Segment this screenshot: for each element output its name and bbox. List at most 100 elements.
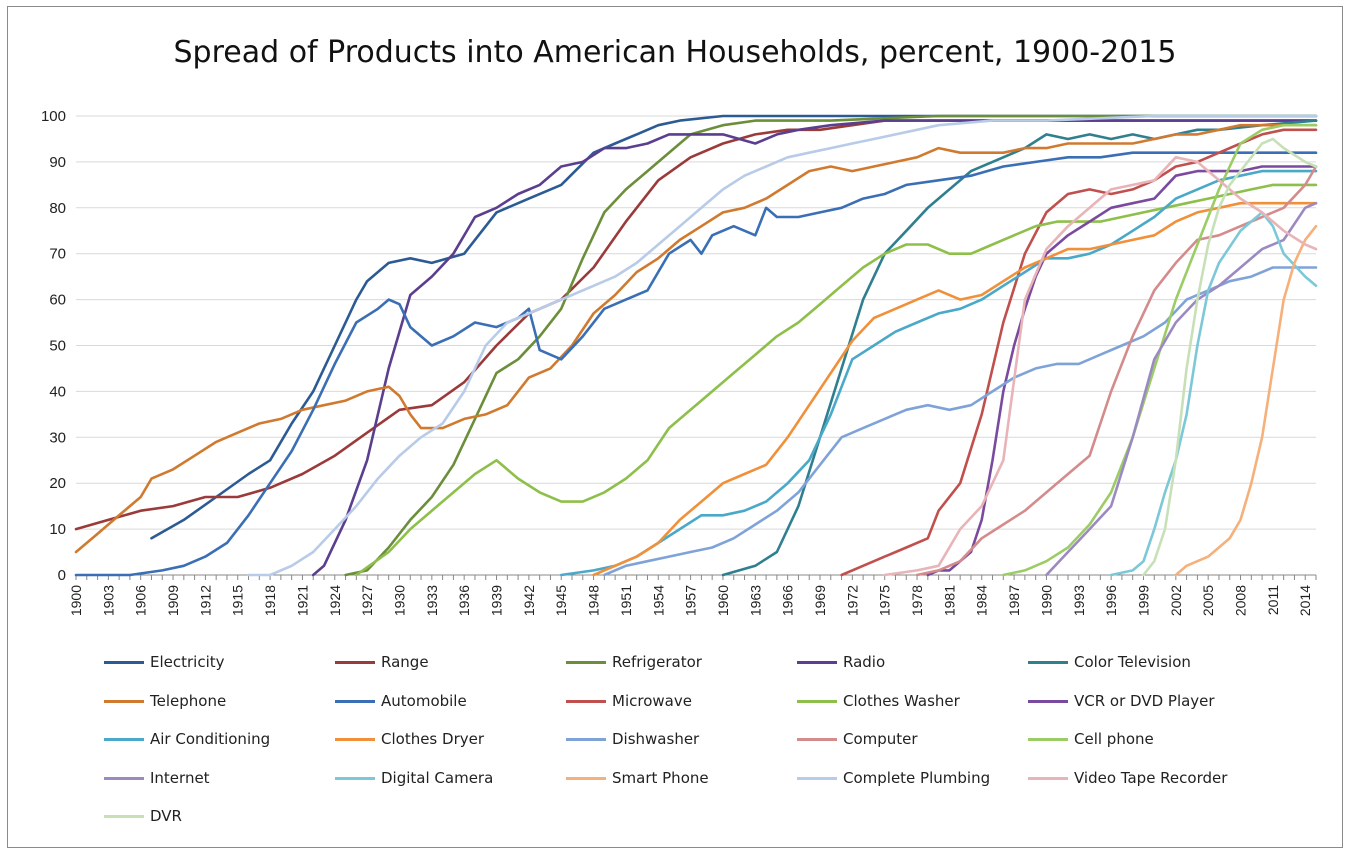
- x-tick-label: 1957: [683, 585, 699, 616]
- x-tick-label: 2008: [1233, 585, 1249, 616]
- x-tick-label: 1918: [262, 585, 278, 616]
- legend-label: Microwave: [612, 691, 692, 710]
- x-tick-label: 2005: [1200, 585, 1216, 616]
- legend-item: Complete Plumbing: [797, 769, 990, 789]
- x-tick-label: 1981: [941, 585, 957, 616]
- legend-label: Color Television: [1074, 653, 1191, 671]
- x-tick-label: 1933: [424, 585, 440, 616]
- y-tick-label: 90: [49, 154, 66, 171]
- legend-swatch: [1028, 661, 1068, 664]
- legend-label: Range: [381, 653, 429, 671]
- x-tick-label: 1921: [294, 585, 310, 616]
- legend-item: Digital Camera: [335, 769, 493, 789]
- x-tick-label: 1939: [489, 585, 505, 616]
- x-tick-label: 1987: [1006, 585, 1022, 616]
- series-line-vcr-or-dvd-player: [926, 165, 1318, 577]
- legend-label: Automobile: [381, 691, 467, 710]
- legend-label: VCR or DVD Player: [1074, 691, 1215, 710]
- y-tick-label: 80: [49, 200, 66, 217]
- x-tick-label: 1930: [391, 585, 407, 616]
- y-tick-label: 0: [58, 567, 66, 584]
- legend-swatch: [797, 738, 837, 741]
- x-tick-label: 1936: [456, 585, 472, 616]
- legend-label: Radio: [843, 653, 886, 671]
- legend-item: Cell phone: [1028, 730, 1154, 750]
- legend-label: Computer: [843, 730, 918, 748]
- legend-item: DVR: [104, 807, 182, 827]
- legend-swatch: [566, 699, 606, 703]
- series-line-cell-phone: [1002, 123, 1318, 577]
- legend-item: Range: [335, 653, 429, 673]
- series-line-air-conditioning: [559, 169, 1318, 577]
- x-tick-label: 1945: [553, 585, 569, 616]
- series-line-range: [74, 119, 1318, 531]
- legend-label: Clothes Washer: [843, 691, 960, 710]
- chart-frame: Spread of Products into American Househo…: [7, 6, 1343, 848]
- x-tick-label: 1996: [1103, 585, 1119, 616]
- x-tick-label: 1948: [586, 585, 602, 616]
- series-line-telephone: [74, 123, 1318, 554]
- x-tick-label: 1927: [359, 585, 375, 616]
- x-tick-label: 1963: [747, 585, 763, 616]
- legend-swatch: [1028, 738, 1068, 741]
- x-tick-label: 2011: [1265, 585, 1281, 615]
- x-tick-label: 1984: [974, 585, 990, 616]
- legend-label: Smart Phone: [612, 768, 709, 787]
- y-tick-label: 20: [49, 475, 66, 492]
- legend-label: Electricity: [150, 653, 225, 671]
- x-tick-label: 1942: [521, 585, 537, 616]
- legend-item: Electricity: [104, 653, 225, 673]
- legend-label: DVR: [150, 807, 182, 825]
- legend-item: Refrigerator: [566, 653, 702, 673]
- x-tick-label: 1960: [715, 585, 731, 616]
- series-line-smart-phone: [1174, 224, 1318, 577]
- legend-swatch: [797, 699, 837, 703]
- legend-label: Telephone: [150, 691, 227, 710]
- series-line-automobile: [74, 151, 1318, 577]
- x-tick-label: 1990: [1038, 585, 1054, 616]
- legend-label: Video Tape Recorder: [1074, 768, 1228, 787]
- x-tick-label: 1954: [650, 585, 666, 616]
- series-line-complete-plumbing: [247, 114, 1318, 577]
- y-tick-label: 100: [41, 108, 66, 125]
- legend-item: Clothes Washer: [797, 692, 960, 712]
- legend-item: Automobile: [335, 692, 467, 712]
- y-tick-label: 60: [49, 292, 66, 309]
- y-tick-label: 70: [49, 246, 66, 263]
- legend-label: Internet: [150, 768, 210, 787]
- legend-swatch: [104, 738, 144, 741]
- legend-label: Digital Camera: [381, 768, 494, 787]
- legend-swatch: [797, 776, 837, 780]
- x-tick-label: 1912: [197, 585, 213, 616]
- legend-item: Color Television: [1028, 653, 1191, 673]
- legend-item: Microwave: [566, 692, 692, 712]
- series-line-clothes-dryer: [592, 201, 1318, 577]
- legend-item: Smart Phone: [566, 769, 709, 789]
- x-tick-label: 1969: [812, 585, 828, 616]
- legend-item: Telephone: [104, 692, 226, 712]
- x-tick-label: 1978: [909, 585, 925, 616]
- legend-swatch: [797, 661, 837, 664]
- legend-item: Air Conditioning: [104, 730, 270, 750]
- x-tick-label: 1972: [844, 585, 860, 616]
- legend-swatch: [104, 776, 144, 780]
- legend-swatch: [566, 661, 606, 664]
- legend-swatch: [566, 776, 606, 780]
- legend-label: Dishwasher: [612, 730, 700, 748]
- legend-item: Computer: [797, 730, 918, 750]
- chart-title: Spread of Products into American Househo…: [173, 35, 1177, 70]
- legend-item: Video Tape Recorder: [1028, 769, 1227, 789]
- x-tick-label: 2002: [1168, 585, 1184, 616]
- series-line-video-tape-recorder: [883, 156, 1318, 577]
- legend-item: Clothes Dryer: [335, 730, 484, 750]
- legend-item: VCR or DVD Player: [1028, 692, 1215, 712]
- x-tick-label: 1975: [877, 585, 893, 616]
- plot-area: 0 10 20 30 40 50 60 70 80 90 100 1900 1903 1906 1909 19…: [41, 108, 1318, 616]
- legend-swatch: [335, 661, 375, 664]
- legend-item: Internet: [104, 769, 210, 789]
- legend-swatch: [1028, 776, 1068, 780]
- legend-swatch: [104, 699, 144, 703]
- legend-item: Radio: [797, 653, 885, 673]
- x-tick-label: 1915: [230, 585, 246, 616]
- series-line-electricity: [150, 114, 1318, 540]
